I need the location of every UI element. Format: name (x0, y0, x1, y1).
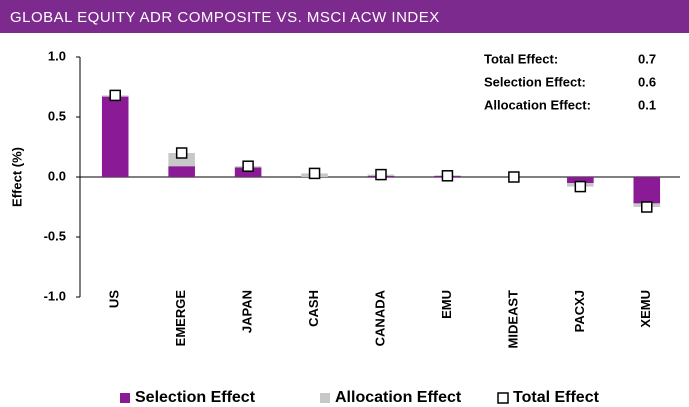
total-marker (175, 147, 188, 159)
bar (168, 153, 195, 167)
stat-label: Total Effect: (484, 51, 558, 66)
total-marker (508, 171, 520, 183)
bar (101, 96, 129, 177)
bar (567, 177, 594, 183)
legend-label: Allocation Effect (335, 389, 462, 406)
legend-label: Selection Effect (135, 389, 256, 406)
y-axis-label: Effect (%) (9, 147, 24, 207)
chart-title: GLOBAL EQUITY ADR COMPOSITE VS. MSCI ACW… (10, 9, 440, 26)
x-tick-label: XEMU (638, 290, 653, 328)
x-tick-label: EMERGE (173, 290, 188, 347)
stat-label: Selection Effect: (484, 74, 586, 89)
y-tick-label: 0.5 (48, 108, 66, 123)
bar (168, 166, 195, 177)
x-tick-label: CANADA (372, 289, 387, 346)
x-tick-label: PACXJ (572, 290, 587, 332)
stat-value: 0.6 (638, 74, 656, 89)
x-tick-label: EMU (439, 290, 454, 319)
stat-value: 0.1 (638, 97, 656, 112)
total-marker (109, 89, 121, 102)
x-tick-label: JAPAN (240, 290, 255, 333)
x-tick-label: MIDEAST (505, 290, 520, 349)
total-marker (242, 160, 254, 172)
stat-label: Allocation Effect: (484, 97, 591, 112)
legend-label: Total Effect (513, 389, 600, 406)
total-marker (574, 180, 587, 193)
y-tick-label: -1.0 (44, 288, 66, 303)
legend-swatch (320, 393, 330, 403)
bar (234, 167, 262, 177)
total-marker (308, 167, 321, 180)
y-tick-label: 0.0 (48, 168, 66, 183)
x-tick-label: CASH (306, 290, 321, 327)
bar (633, 177, 661, 204)
legend-swatch (120, 393, 130, 403)
y-tick-label: -0.5 (44, 228, 66, 243)
total-marker (641, 201, 653, 213)
total-marker (441, 170, 454, 182)
y-tick-label: 1.0 (48, 48, 66, 63)
x-tick-label: US (107, 290, 122, 308)
legend-swatch (497, 392, 509, 404)
stat-value: 0.7 (638, 51, 656, 66)
total-marker (375, 168, 387, 181)
title-bar (0, 0, 689, 33)
